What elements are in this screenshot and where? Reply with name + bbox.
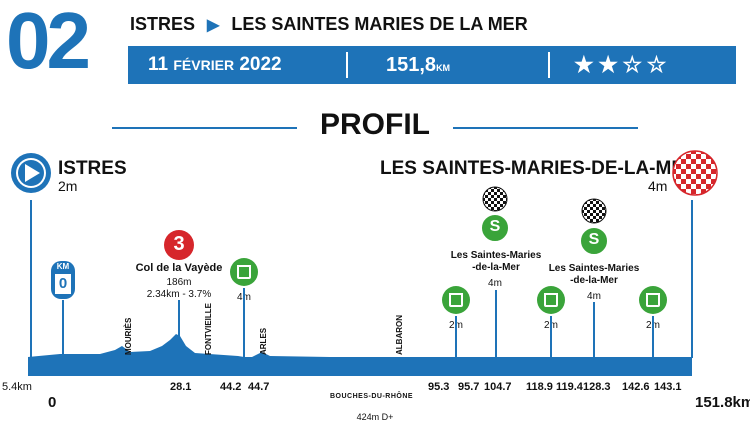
- km-tick: 44.7: [248, 381, 270, 393]
- star-empty-icon: ☆: [646, 52, 667, 77]
- info-bar: 11 FÉVRIER 2022 151,8KM ★ ★ ☆ ☆: [128, 46, 736, 84]
- km-marker-label: KM: [56, 262, 70, 271]
- start-name: ISTRES: [58, 158, 127, 179]
- feed-zone-icon: [230, 258, 258, 286]
- finish-name: LES SAINTES-MARIES-DE-LA-MER: [380, 158, 698, 179]
- km-tick: 118.9: [526, 381, 553, 393]
- stage-number: 02: [6, 0, 91, 85]
- star-filled-icon: ★: [574, 52, 594, 77]
- km-tick: 142.6: [622, 381, 650, 393]
- km-tick: 28.1: [170, 381, 192, 393]
- title-rule-left: [112, 127, 297, 129]
- difficulty-stars: ★ ★ ☆ ☆: [574, 46, 666, 84]
- sprint-name-line1: Les Saintes-Maries: [450, 250, 542, 261]
- climb-category: 3: [173, 233, 185, 255]
- sprint-badge: [480, 213, 510, 243]
- date-day: 11: [148, 54, 169, 75]
- sprint-name-line1: Les Saintes-Maries: [548, 263, 640, 274]
- finish-altitude: 4m: [648, 178, 668, 194]
- km-tick: 104.7: [484, 381, 512, 393]
- km-tick: 128.3: [583, 381, 611, 393]
- star-empty-icon: ☆: [622, 52, 643, 77]
- climb-category-badge: [164, 230, 194, 260]
- arrow-right-icon: ▶: [207, 17, 220, 34]
- start-km: 0: [48, 394, 57, 411]
- start-arrow-icon: [11, 153, 51, 193]
- sprint-altitude: 4m: [587, 291, 601, 302]
- sprint-altitude: 4m: [488, 278, 502, 289]
- sprint-letter: S: [489, 218, 501, 235]
- distance-unit: KM: [436, 63, 451, 73]
- date-month: FÉVRIER: [173, 57, 235, 73]
- feed-zone-icon: [639, 286, 667, 314]
- km-marker-icon: [51, 261, 75, 299]
- stage-date: 11 FÉVRIER 2022: [148, 46, 282, 84]
- feed-zone-icon: [442, 286, 470, 314]
- profile-title: PROFIL: [320, 108, 430, 141]
- town-label: ALBARON: [395, 315, 404, 355]
- checkered-flag-icon: [581, 198, 607, 224]
- town-label: FONTVIEILLE: [204, 303, 213, 355]
- elevation-gain: 424m D+: [356, 412, 394, 422]
- town-label: ARLES: [259, 327, 268, 355]
- sprint-name-line2: -de-la-Mer: [570, 275, 618, 286]
- km-tick: 44.2: [220, 381, 242, 393]
- feed-zone-icon: [537, 286, 565, 314]
- finish-city: LES SAINTES MARIES DE LA MER: [231, 14, 528, 34]
- elevation-profile: [28, 200, 693, 376]
- sprint-letter: S: [588, 231, 600, 248]
- stage-distance: 151,8KM: [386, 46, 450, 84]
- date-year: 2022: [239, 54, 282, 75]
- title-rule-right: [453, 127, 638, 129]
- sprint-badge: [579, 226, 609, 256]
- km-marker-value: 0: [58, 275, 68, 292]
- checkered-flag-icon: [482, 186, 508, 212]
- km-tick: 143.1: [654, 381, 682, 393]
- climb-altitude: 186m: [166, 277, 192, 288]
- divider: [346, 52, 348, 78]
- town-label: MOURIÈS: [124, 317, 133, 355]
- side-note: 5.4km: [2, 381, 32, 393]
- climb-stats: 2.34km - 3.7%: [146, 289, 212, 300]
- route-title: ISTRES ▶ LES SAINTES MARIES DE LA MER: [130, 14, 528, 35]
- start-altitude: 2m: [58, 178, 78, 194]
- divider: [548, 52, 550, 78]
- finish-km: 151.8km: [695, 394, 750, 411]
- km-tick: 95.3: [428, 381, 450, 393]
- km-tick: 95.7: [458, 381, 480, 393]
- start-city: ISTRES: [130, 14, 196, 34]
- region-label: BOUCHES-DU-RHÔNE: [330, 393, 414, 400]
- finish-flag-icon: [672, 150, 718, 196]
- distance-value: 151,8: [386, 54, 437, 76]
- sprint-name-line2: -de-la-Mer: [472, 262, 520, 273]
- star-filled-icon: ★: [598, 52, 618, 77]
- km-tick: 119.4: [556, 381, 583, 393]
- climb-name: Col de la Vayède: [135, 262, 223, 274]
